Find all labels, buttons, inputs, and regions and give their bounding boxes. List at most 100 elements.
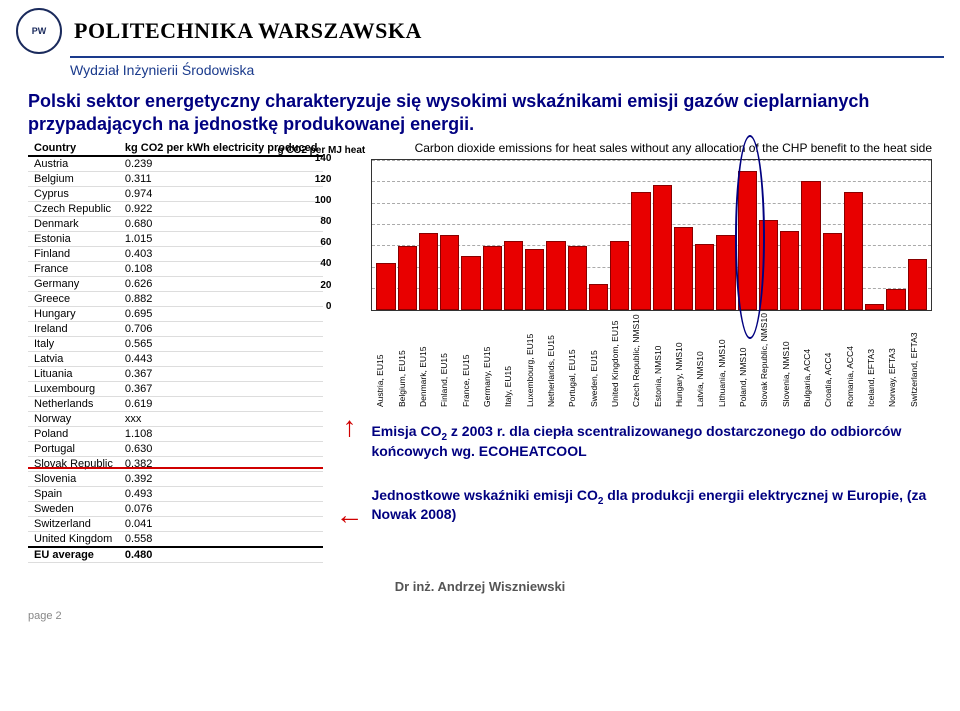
cell-value: 0.041 [119,516,324,531]
table-row: France0.108 [28,261,323,276]
chart-xlabel: Croatia, ACC4 [823,313,842,407]
cell-country: Spain [28,486,119,501]
table-row: Greece0.882 [28,291,323,306]
chart-xlabel: Iceland, EFTA3 [866,313,885,407]
cell-value: 0.108 [119,261,324,276]
table-row: Italy0.565 [28,336,323,351]
chart-bar [419,233,438,310]
chart-bar [759,220,778,310]
table-header-country: Country [28,141,119,156]
cell-value: 0.367 [119,381,324,396]
cell-country: Germany [28,276,119,291]
chart-bar [376,263,395,310]
cell-country: Slovak Republic [28,456,119,471]
chart-xlabel: Germany, EU15 [482,313,501,407]
cell-value: 0.367 [119,366,324,381]
cell-country: Netherlands [28,396,119,411]
chart-xlabel: Estonia, NMS10 [653,313,672,407]
chart-bar [674,227,693,309]
cell-country: Luxembourg [28,381,119,396]
cell-value: 0.392 [119,471,324,486]
table-row: Estonia1.015 [28,231,323,246]
cell-country: Slovenia [28,471,119,486]
cell-country: Greece [28,291,119,306]
cell-country: Hungary [28,306,119,321]
cell-value: 1.015 [119,231,324,246]
chart-bar [653,185,672,310]
chart-bar [695,244,714,310]
table-row: Luxembourg0.367 [28,381,323,396]
chart-bar [546,241,565,309]
header-rule [70,56,944,58]
highlight-bar [28,467,323,469]
cell-value: 0.695 [119,306,324,321]
chart-xlabel: Sweden, EU15 [589,313,608,407]
cell-value: 0.403 [119,246,324,261]
cell-value: 0.922 [119,201,324,216]
cell-value: 0.382 [119,456,324,471]
cell-country: Austria [28,156,119,172]
chart-xlabel: Portugal, EU15 [567,313,586,407]
table-row: Cyprus0.974 [28,186,323,201]
chart-xlabel: Romania, ACC4 [845,313,864,407]
cell-country: France [28,261,119,276]
chart-xlabel: Latvia, NMS10 [695,313,714,407]
chart-xlabel: Slovenia, NMS10 [781,313,800,407]
table-row: Ireland0.706 [28,321,323,336]
chart-bar [440,235,459,310]
table-row: United Kingdom0.558 [28,531,323,547]
chart-bar [738,171,757,310]
cell-country: Italy [28,336,119,351]
chart-bars [372,160,931,310]
arrow-left-icon: ← [335,499,363,531]
table-row: Belgium0.311 [28,171,323,186]
cell-value: 0.493 [119,486,324,501]
chart-bar [398,246,417,310]
chart-xlabel: Lithuania, NMS10 [717,313,736,407]
chart-xlabel: Czech Republic, NMS10 [631,313,650,407]
cell-country: Sweden [28,501,119,516]
author-footer: Dr inż. Andrzej Wiszniewski [28,579,932,594]
chart-bar [504,241,523,309]
table-row: Portugal0.630 [28,441,323,456]
table-row: Czech Republic0.922 [28,201,323,216]
cell-value: 0.680 [119,216,324,231]
chart-xlabel: Poland, NMS10 [738,313,757,407]
cell-value: xxx [119,411,324,426]
chart-bar [801,181,820,309]
chart-xlabel: France, EU15 [461,313,480,407]
cell-value: 0.558 [119,531,324,547]
chart-bar [908,259,927,310]
chart-xlabel: Bulgaria, ACC4 [802,313,821,407]
chart-bar [886,289,905,310]
chart-xlabel: Belgium, EU15 [397,313,416,407]
table-row: Spain0.493 [28,486,323,501]
chart-xlabel: Norway, EFTA3 [887,313,906,407]
chart-xlabel: Switzerland, EFTA3 [909,313,928,407]
table-row: Germany0.626 [28,276,323,291]
table-wrapper: Country kg CO2 per kWh electricity produ… [28,141,323,563]
table-row: Hungary0.695 [28,306,323,321]
cell-value: 0.443 [119,351,324,366]
cell-country: Estonia [28,231,119,246]
chart-yticks: 140120100806040200 [309,153,331,312]
table-row: Sweden0.076 [28,501,323,516]
cell-country: EU average [28,547,119,563]
university-logo: PW [16,8,62,54]
cell-value: 0.480 [119,547,324,563]
cell-country: Poland [28,426,119,441]
caption-chart: Emisja CO2 z 2003 r. dla ciepła scentral… [371,423,932,459]
chart-xlabel: Austria, EU15 [375,313,394,407]
cell-value: 0.619 [119,396,324,411]
chart-bar [865,304,884,310]
chart-bar [844,192,863,310]
table-row: Lituania0.367 [28,366,323,381]
cell-country: United Kingdom [28,531,119,547]
cell-country: Norway [28,411,119,426]
table-row: Slovak Republic0.382 [28,456,323,471]
cell-country: Portugal [28,441,119,456]
cell-value: 1.108 [119,426,324,441]
cell-country: Finland [28,246,119,261]
table-row: EU average0.480 [28,547,323,563]
chart-bar [525,249,544,310]
